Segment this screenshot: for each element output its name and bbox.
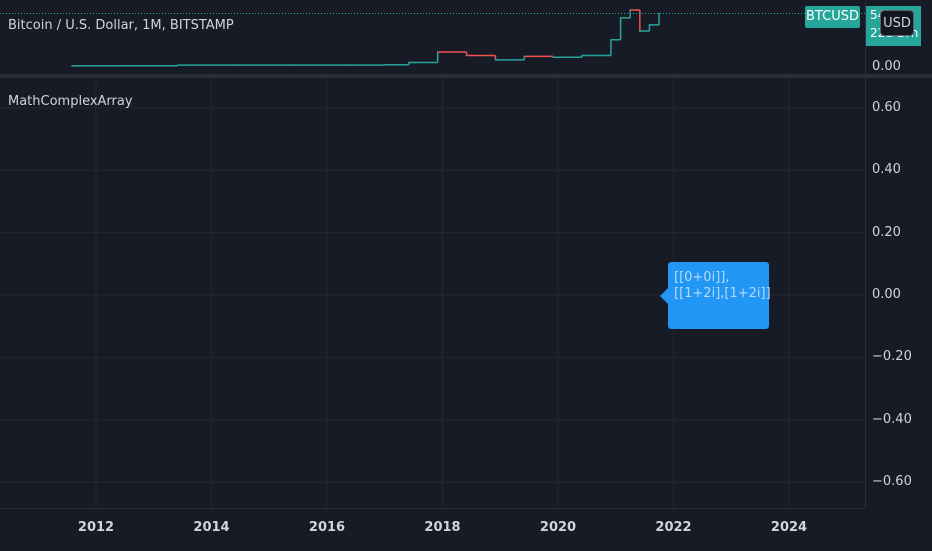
chart-legend: Bitcoin / U.S. Dollar, 1M, BITSTAMP [8, 18, 234, 33]
label-tooltip: [[0+0i]], [[1+2i],[1+2i]] [660, 262, 771, 329]
y-tick-label: 0.40 [872, 162, 901, 178]
time-axis[interactable] [0, 508, 865, 551]
y-tick-label: 0.60 [872, 100, 901, 115]
y-tick-label: −0.40 [872, 411, 912, 427]
symbol-tag: BTCUSD [805, 6, 860, 28]
y-tick-label: −0.20 [872, 349, 912, 365]
indicator-pane[interactable] [0, 78, 865, 508]
x-tick-label: 2016 [308, 520, 346, 535]
indicator-chart[interactable] [0, 78, 865, 508]
x-tick-label: 2024 [770, 520, 808, 535]
x-tick-label: 2020 [539, 520, 577, 535]
currency-button[interactable]: USD [880, 10, 914, 36]
x-tick-label: 2018 [424, 520, 461, 535]
price-point [658, 12, 660, 15]
price-chart[interactable] [0, 0, 865, 75]
tooltip-line-1: [[0+0i]], [674, 270, 730, 285]
y-tick-label: 0.00 [872, 287, 901, 302]
indicator-legend: MathComplexArray [8, 94, 133, 109]
x-tick-label: 2022 [655, 520, 692, 535]
price-pane[interactable] [0, 0, 865, 75]
x-tick-label: 2014 [193, 520, 230, 535]
y-tick-label: −0.60 [872, 474, 912, 489]
tooltip-arrow [660, 288, 668, 304]
price-axis[interactable] [865, 0, 932, 508]
pane-divider[interactable] [0, 74, 932, 78]
price-tick-label: 0.00 [872, 59, 901, 74]
y-tick-label: 0.20 [872, 224, 901, 240]
x-tick-label: 2012 [77, 520, 115, 535]
tooltip-line-2: [[1+2i],[1+2i]] [674, 286, 771, 301]
